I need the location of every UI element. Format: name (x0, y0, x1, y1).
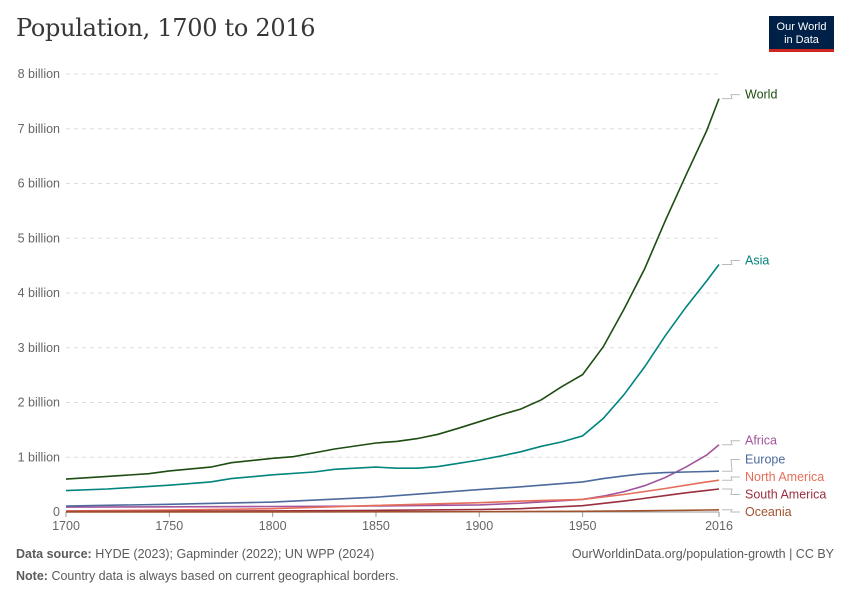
x-tick-label: 1700 (52, 519, 80, 533)
x-tick-label: 1800 (259, 519, 287, 533)
x-tick-label: 1750 (155, 519, 183, 533)
y-tick-label: 0 (53, 505, 60, 519)
y-tick-label: 2 billion (18, 396, 60, 410)
series-label-africa[interactable]: Africa (745, 434, 777, 448)
y-tick-label: 7 billion (18, 122, 60, 136)
series-lines (65, 98, 720, 513)
source-text[interactable]: HYDE (2023); Gapminder (2022); UN WPP (2… (95, 547, 375, 561)
x-tick-label: 1850 (362, 519, 390, 533)
x-tick-label: 2016 (705, 519, 733, 533)
y-tick-label: 5 billion (18, 231, 60, 245)
series-line-asia[interactable] (65, 264, 720, 492)
series-label-north-america[interactable]: North America (745, 470, 824, 484)
logo-line-2: in Data (784, 34, 819, 46)
label-connector-oceania (722, 509, 740, 513)
series-line-north-america[interactable] (65, 479, 720, 512)
note-label: Note: (16, 569, 48, 583)
label-connector-africa (722, 440, 740, 446)
y-tick-label: 6 billion (18, 177, 60, 191)
x-tick-label: 1900 (465, 519, 493, 533)
series-line-europe[interactable] (65, 470, 720, 507)
gridlines (66, 73, 719, 513)
y-tick-label: 1 billion (18, 450, 60, 464)
label-connector-europe (722, 459, 740, 472)
series-labels: World Asia Africa Europe North America South … (722, 88, 826, 519)
label-connector-south-america (722, 488, 740, 495)
series-line-oceania[interactable] (66, 509, 720, 513)
x-tick-label: 1950 (569, 519, 597, 533)
series-line-world[interactable] (65, 98, 720, 480)
series-label-world[interactable]: World (745, 88, 777, 102)
chart-title: Population, 1700 to 2016 (16, 14, 316, 42)
series-label-south-america[interactable]: South America (745, 488, 826, 502)
source-label: Data source: (16, 547, 92, 561)
line-chart: 0 1 billion 2 billion 3 billion 4 billion 5 b… (18, 67, 827, 533)
series-label-asia[interactable]: Asia (745, 254, 769, 268)
y-tick-label: 4 billion (18, 286, 60, 300)
footnote: Note: Country data is always based on cu… (16, 569, 399, 583)
label-connector-north-america (722, 476, 740, 481)
series-label-oceania[interactable]: Oceania (745, 505, 792, 519)
data-source-note: Data source: HYDE (2023); Gapminder (202… (16, 547, 374, 561)
label-connector-world (722, 94, 740, 100)
y-tick-label: 3 billion (18, 341, 60, 355)
y-axis-tick-labels: 0 1 billion 2 billion 3 billion 4 billion 5 b… (18, 67, 60, 519)
series-label-europe[interactable]: Europe (745, 453, 785, 467)
series-line-south-america[interactable] (65, 488, 720, 513)
owid-logo[interactable]: Our World in Data (769, 16, 834, 52)
note-text: Country data is always based on current … (51, 569, 399, 583)
label-connector-asia (722, 260, 740, 265)
logo-line-1: Our World (776, 21, 827, 33)
x-axis-tick-labels: 1700 1750 1800 1850 1900 1950 2016 (52, 512, 733, 533)
source-url[interactable]: OurWorldinData.org/population-growth | C… (571, 547, 834, 561)
y-tick-label: 8 billion (18, 67, 60, 81)
